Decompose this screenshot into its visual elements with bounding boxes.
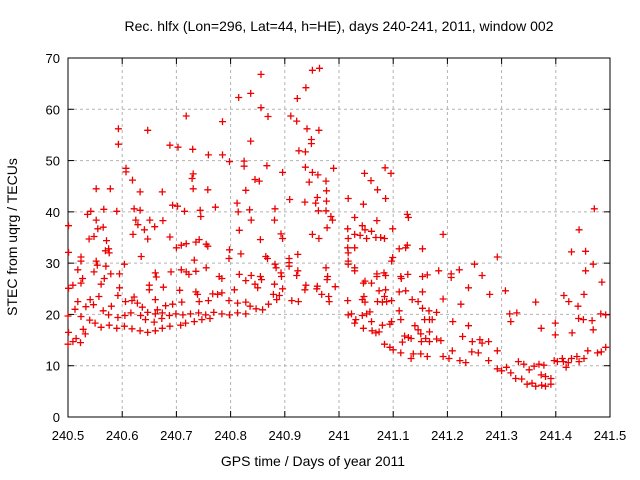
x-tick-label: 241.5 bbox=[594, 428, 627, 443]
y-tick-label: 40 bbox=[46, 205, 60, 220]
scatter-plus-markers bbox=[64, 64, 610, 390]
x-tick-label: 241 bbox=[328, 428, 350, 443]
y-tick-label: 0 bbox=[53, 410, 60, 425]
y-tick-label: 60 bbox=[46, 102, 60, 117]
tick-marks bbox=[67, 57, 611, 418]
x-tick-label: 241.2 bbox=[431, 428, 464, 443]
x-axis-label: GPS time / Days of year 2011 bbox=[221, 453, 405, 469]
y-tick-label: 20 bbox=[46, 307, 60, 322]
x-tick-label: 240.7 bbox=[160, 428, 193, 443]
x-tick-label: 240.6 bbox=[106, 428, 139, 443]
data-points bbox=[64, 64, 610, 390]
y-tick-label: 10 bbox=[46, 359, 60, 374]
gridlines bbox=[68, 58, 610, 417]
tick-labels: 240.5 240.6 240.7 240.8 240.9 241 241.1 241.2 24… bbox=[46, 51, 627, 443]
x-tick-label: 241.3 bbox=[485, 428, 518, 443]
plot-border bbox=[67, 57, 611, 418]
x-tick-label: 241.4 bbox=[540, 428, 573, 443]
y-tick-label: 30 bbox=[46, 256, 60, 271]
y-tick-label: 70 bbox=[46, 51, 60, 66]
x-tick-label: 240.5 bbox=[52, 428, 85, 443]
chart-title: Rec. hlfx (Lon=296, Lat=44, h=HE), days … bbox=[125, 18, 554, 34]
plot-border-rect bbox=[67, 57, 611, 418]
x-tick-label: 240.8 bbox=[214, 428, 247, 443]
y-tick-label: 50 bbox=[46, 154, 60, 169]
x-tick-label: 241.1 bbox=[377, 428, 410, 443]
y-axis-label: STEC from uqrg / TECUs bbox=[4, 158, 20, 316]
x-tick-label: 240.9 bbox=[269, 428, 302, 443]
